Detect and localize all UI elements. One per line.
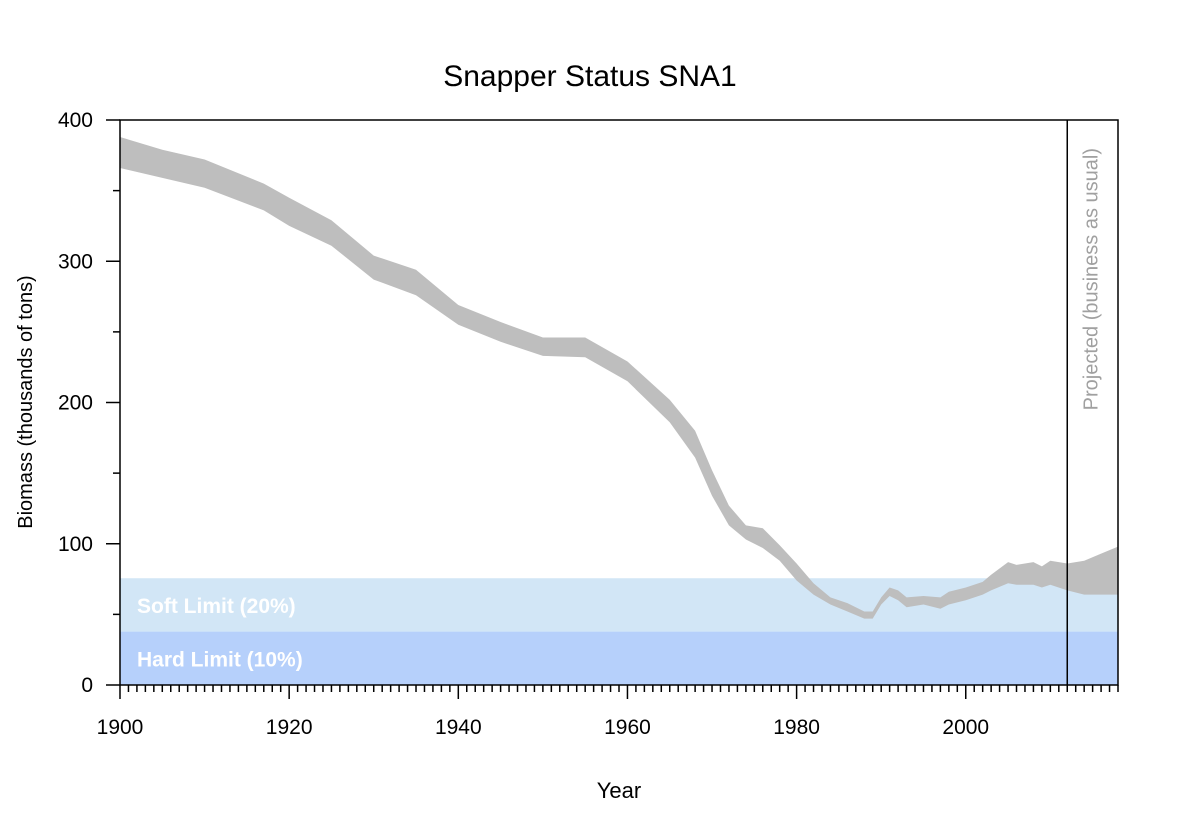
- projection-label: Projected (business as usual): [1080, 148, 1102, 410]
- x-axis-label: Year: [597, 778, 641, 803]
- x-tick-label: 1960: [604, 716, 651, 739]
- limit-label: Soft Limit (20%): [137, 595, 296, 618]
- x-tick-label: 1940: [435, 716, 482, 739]
- y-tick-label: 100: [58, 533, 93, 556]
- chart-title: Snapper Status SNA1: [443, 60, 737, 93]
- limit-zone: [120, 631, 1118, 685]
- y-tick-label: 200: [58, 392, 93, 415]
- x-tick-label: 1900: [97, 716, 144, 739]
- y-axis-label: Biomass (thousands of tons): [15, 275, 37, 528]
- y-tick-label: 400: [58, 109, 93, 132]
- x-tick-label: 1980: [773, 716, 820, 739]
- y-tick-label: 300: [58, 250, 93, 273]
- y-tick-label: 0: [81, 674, 93, 697]
- x-tick-label: 2000: [942, 716, 989, 739]
- biomass-band: [120, 137, 1118, 619]
- limit-label: Hard Limit (10%): [137, 648, 303, 671]
- limit-zone: [120, 578, 1118, 632]
- x-tick-label: 1920: [266, 716, 313, 739]
